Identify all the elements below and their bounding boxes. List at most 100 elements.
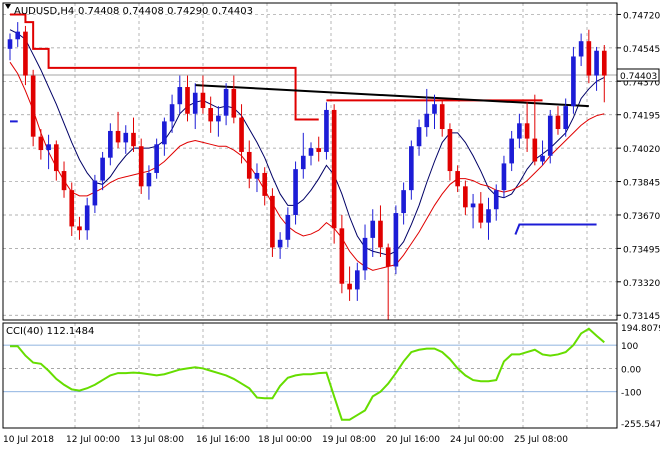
y-tick-label: 0.73845 bbox=[623, 179, 660, 189]
candle-body bbox=[7, 39, 13, 49]
cci-frame bbox=[2, 322, 618, 429]
candle-body bbox=[393, 213, 399, 267]
cci-label: CCI(40) 112.1484 bbox=[6, 326, 94, 337]
candle-up bbox=[401, 182, 406, 225]
candle-body bbox=[316, 148, 322, 152]
candle-body bbox=[409, 146, 414, 191]
x-tick-label: 10 Jul 2018 bbox=[3, 435, 54, 445]
candle-body bbox=[200, 92, 206, 109]
candle-up bbox=[169, 94, 175, 133]
candle-down bbox=[30, 69, 36, 147]
candle-body bbox=[378, 220, 383, 248]
candle-up bbox=[493, 184, 499, 221]
candle-body bbox=[354, 270, 360, 290]
candle-down bbox=[316, 136, 322, 162]
candle-up bbox=[486, 197, 491, 240]
candlesticks[interactable] bbox=[7, 22, 607, 320]
cci-tick-label: 194.8079 bbox=[621, 324, 660, 334]
y-tick-label: 0.74720 bbox=[623, 11, 660, 21]
candle-down bbox=[138, 138, 144, 194]
trendline bbox=[195, 84, 589, 108]
candle-body bbox=[439, 104, 445, 130]
candle-body bbox=[223, 88, 229, 116]
candle-body bbox=[370, 220, 376, 238]
candle-up bbox=[84, 197, 90, 240]
candle-up bbox=[100, 151, 105, 191]
y-tick-label: 0.74545 bbox=[623, 45, 660, 55]
x-tick-label: 19 Jul 08:00 bbox=[322, 435, 376, 445]
cci-tick-label: -100 bbox=[621, 389, 642, 399]
candle-up bbox=[432, 94, 437, 130]
current-price-box bbox=[616, 68, 660, 82]
candle-body bbox=[532, 138, 538, 162]
candle-body bbox=[285, 214, 291, 240]
y-tick-label: 0.74370 bbox=[623, 78, 660, 88]
candle-body bbox=[262, 172, 268, 196]
candle-body bbox=[123, 132, 129, 143]
candle-body bbox=[339, 228, 345, 284]
candle-up bbox=[300, 132, 306, 179]
candle-up bbox=[15, 22, 21, 47]
candle-body bbox=[540, 155, 545, 162]
indicator-lines bbox=[9, 13, 605, 271]
cci-grid bbox=[3, 323, 617, 428]
candle-body bbox=[293, 169, 298, 215]
candle-up bbox=[177, 75, 183, 114]
x-tick-label: 18 Jul 00:00 bbox=[258, 435, 312, 445]
ohlc-readout: 0.74408 0.74408 0.74290 0.74403 bbox=[78, 6, 253, 17]
candle-body bbox=[594, 50, 599, 76]
candle-body bbox=[578, 41, 584, 57]
y-tick-label: 0.74195 bbox=[623, 112, 660, 122]
candle-up bbox=[216, 106, 221, 137]
candle-body bbox=[69, 190, 75, 227]
candle-body bbox=[131, 132, 136, 147]
candle-body bbox=[571, 56, 576, 107]
candle-down bbox=[239, 104, 244, 164]
candle-down bbox=[331, 104, 337, 244]
y-tick-label: 0.73320 bbox=[623, 279, 660, 289]
y-tick-label: 0.73670 bbox=[623, 212, 660, 222]
candle-body bbox=[84, 205, 90, 231]
resistance-step-line bbox=[10, 13, 319, 121]
candle-down bbox=[246, 140, 252, 189]
candle-body bbox=[61, 171, 67, 191]
x-tick-label: 25 Jul 08:00 bbox=[514, 435, 568, 445]
candle-down bbox=[208, 96, 213, 133]
candle-up bbox=[354, 262, 360, 301]
candle-down bbox=[586, 29, 592, 84]
candle-up bbox=[540, 140, 545, 166]
candle-body bbox=[331, 109, 337, 229]
candle-body bbox=[246, 151, 252, 179]
candle-down bbox=[532, 94, 538, 166]
candle-body bbox=[154, 144, 159, 173]
candle-body bbox=[463, 186, 468, 208]
candle-up bbox=[578, 33, 584, 67]
main-frame bbox=[2, 2, 618, 321]
candle-body bbox=[362, 237, 368, 271]
candle-down bbox=[463, 180, 468, 215]
candle-body bbox=[208, 108, 213, 122]
y-tick-label: 0.74020 bbox=[623, 145, 660, 155]
candle-body bbox=[547, 115, 553, 156]
candle-down bbox=[555, 106, 561, 135]
cci-indicator bbox=[10, 327, 605, 421]
x-tick-label: 24 Jul 00:00 bbox=[450, 435, 504, 445]
x-tick-label: 16 Jul 16:00 bbox=[196, 435, 250, 445]
candle-body bbox=[563, 106, 569, 130]
candle-body bbox=[108, 130, 113, 158]
candle-body bbox=[38, 136, 44, 151]
candle-up bbox=[517, 113, 522, 149]
candle-body bbox=[231, 88, 237, 118]
candle-body bbox=[347, 283, 352, 290]
candle-up bbox=[146, 165, 152, 200]
candle-body bbox=[524, 123, 530, 139]
candle-up bbox=[409, 140, 414, 200]
candle-down bbox=[77, 216, 82, 240]
candle-body bbox=[138, 146, 144, 187]
candle-down bbox=[339, 214, 345, 294]
candle-up bbox=[501, 155, 507, 198]
candle-body bbox=[169, 104, 175, 122]
candle-up bbox=[223, 83, 229, 126]
